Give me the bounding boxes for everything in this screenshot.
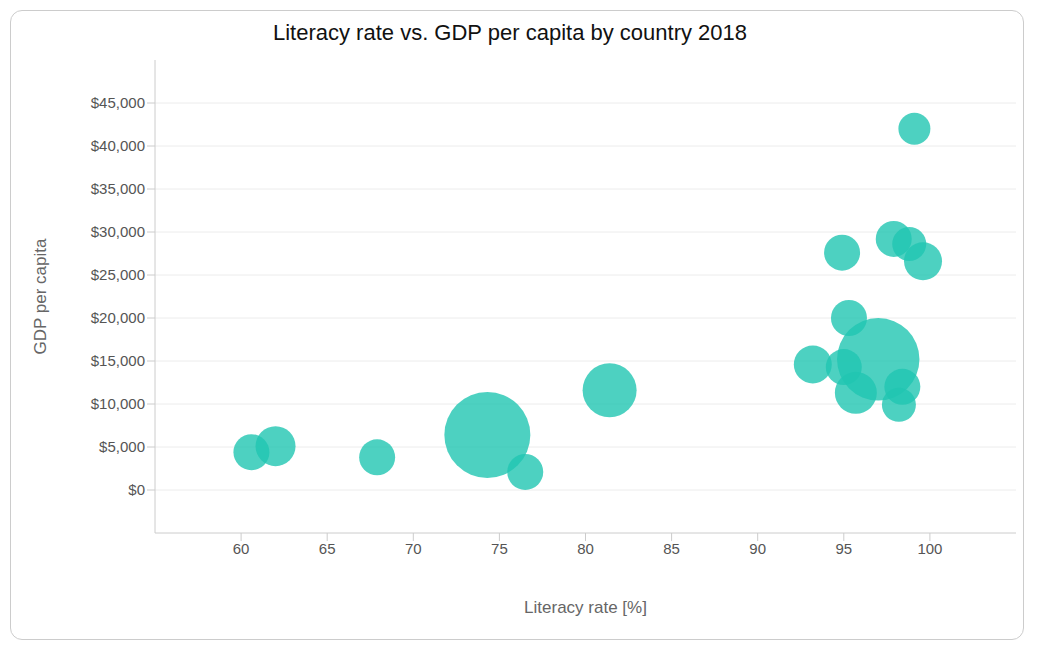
svg-text:$25,000: $25,000 [91,266,145,283]
svg-text:95: 95 [835,540,852,557]
svg-text:75: 75 [491,540,508,557]
svg-text:$5,000: $5,000 [99,438,145,455]
svg-text:$0: $0 [128,481,145,498]
svg-text:70: 70 [405,540,422,557]
svg-text:$20,000: $20,000 [91,309,145,326]
svg-text:$10,000: $10,000 [91,395,145,412]
svg-text:$15,000: $15,000 [91,352,145,369]
svg-text:65: 65 [319,540,336,557]
svg-text:Literacy rate [%]: Literacy rate [%] [524,598,647,617]
svg-text:$45,000: $45,000 [91,94,145,111]
svg-text:90: 90 [749,540,766,557]
svg-text:$40,000: $40,000 [91,137,145,154]
svg-text:85: 85 [663,540,680,557]
html-text:Literacy rate vs. GDP per capi: Literacy rate vs. GDP per capita by coun… [273,20,747,45]
svg-text:$30,000: $30,000 [91,223,145,240]
svg-text:80: 80 [577,540,594,557]
svg-text:100: 100 [917,540,942,557]
svg-text:60: 60 [233,540,250,557]
svg-text:$35,000: $35,000 [91,180,145,197]
svg-text:GDP per capita: GDP per capita [31,238,50,354]
